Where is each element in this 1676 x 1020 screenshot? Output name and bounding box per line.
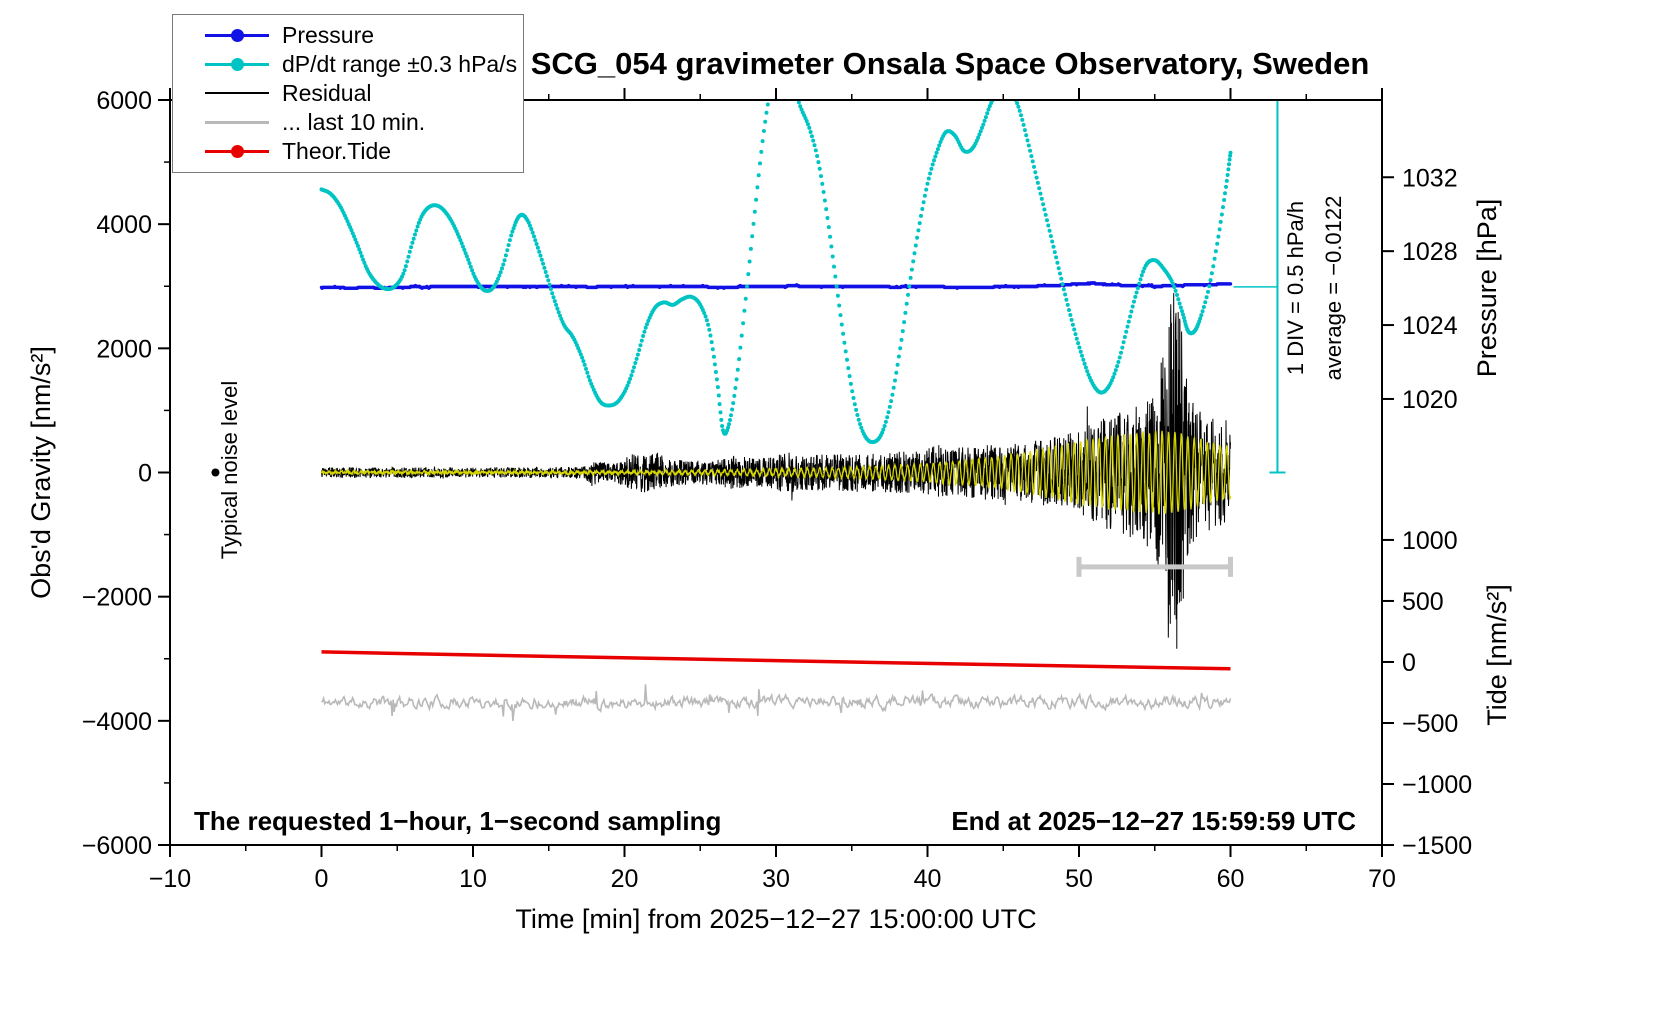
pressure-tick-label: 1028: [1402, 238, 1458, 266]
typical-noise-level-label: Typical noise level: [217, 381, 242, 560]
x-tick-label: 0: [315, 865, 329, 893]
legend-label: ... last 10 min.: [282, 109, 426, 135]
legend-dot-sample: [230, 58, 244, 71]
legend-item: ... last 10 min.: [173, 108, 523, 137]
gravity-tick-label: 4000: [96, 211, 152, 239]
gravity-tick-label: −4000: [82, 708, 152, 736]
legend-label: Residual: [282, 80, 372, 106]
legend-line-sample: [205, 121, 269, 124]
pressure-tick-label: 1020: [1402, 386, 1458, 414]
legend-item: Theor.Tide: [173, 137, 523, 166]
legend-item: Residual: [173, 79, 523, 108]
tide-tick-label: 500: [1402, 588, 1444, 616]
legend-swatch: [205, 79, 269, 108]
x-tick-label: 10: [459, 865, 487, 893]
series-residual-filtered: [320, 430, 1232, 515]
typical-noise-level-dot: [211, 468, 220, 477]
legend-label: dP/dt range ±0.3 hPa/s: [282, 51, 518, 77]
tick-labels: −10 0 10 20 30 40 50 60 70−6000−4000−20000200040…: [82, 87, 1472, 893]
legend-swatch: [205, 21, 269, 50]
chart-title: SCG_054 gravimeter Onsala Space Observat…: [530, 46, 1370, 81]
axis-labels: Obs'd Gravity [nm/s²] Time [min] from 202…: [26, 196, 1512, 934]
gravity-tick-label: −6000: [82, 832, 152, 860]
x-tick-label: 70: [1368, 865, 1396, 893]
pressure-tick-label: 1032: [1402, 164, 1458, 192]
x-tick-label: 40: [914, 865, 942, 893]
legend-item: dP/dt range ±0.3 hPa/s: [173, 50, 523, 79]
pressure-tick-label: 1024: [1402, 312, 1458, 340]
legend-dot-sample: [230, 29, 244, 42]
gravity-tick-label: 6000: [96, 87, 152, 115]
tide-tick-label: 0: [1402, 649, 1416, 677]
tide-tick-label: −500: [1402, 710, 1458, 738]
x-tick-label: 20: [611, 865, 639, 893]
series-theor-tide: [321, 650, 1231, 671]
legend: Pressure dP/dt range ±0.3 hPa/s Residual..…: [172, 14, 524, 173]
uncertainty-bar: [1076, 556, 1233, 577]
legend-swatch: [205, 137, 269, 166]
end-time-note: End at 2025−12−27 15:59:59 UTC: [951, 806, 1356, 836]
plot-area: [319, 99, 1233, 721]
pressure-axis-label: Pressure [hPa]: [1472, 199, 1502, 378]
gravity-tick-label: 0: [138, 460, 152, 488]
x-tick-label: 60: [1217, 865, 1245, 893]
x-axis-label: Time [min] from 2025−12−27 15:00:00 UTC: [515, 904, 1036, 934]
div-scale-label: 1 DIV = 0.5 hPa/h: [1283, 201, 1308, 375]
gravity-tick-label: 2000: [96, 335, 152, 363]
tide-tick-label: −1500: [1402, 832, 1472, 860]
gravity-tick-label: −2000: [82, 584, 152, 612]
tide-axis-label: Tide [nm/s²]: [1482, 584, 1512, 726]
legend-label: Theor.Tide: [282, 138, 392, 164]
sampling-note: The requested 1−hour, 1−second sampling: [194, 806, 722, 836]
x-tick-label: 30: [762, 865, 790, 893]
legend-swatch: [205, 50, 269, 79]
tide-tick-label: −1000: [1402, 771, 1472, 799]
average-label: average = −0.0122: [1321, 196, 1346, 381]
x-tick-label: −10: [149, 865, 191, 893]
dpdt-scale-bar: [1233, 99, 1286, 474]
legend-swatch: [205, 108, 269, 137]
series-pressure: [319, 281, 1233, 291]
series-dp-dt-range-0-3-hpa-s: [319, 99, 1233, 445]
legend-line-sample: [205, 92, 269, 94]
legend-item: Pressure: [173, 21, 523, 50]
series--last-10-min-: [320, 684, 1232, 721]
tide-tick-label: 1000: [1402, 527, 1458, 555]
y-axis-label: Obs'd Gravity [nm/s²]: [26, 346, 56, 599]
legend-label: Pressure: [282, 22, 375, 48]
legend-dot-sample: [230, 145, 244, 158]
x-tick-label: 50: [1065, 865, 1093, 893]
axis-ticks: [158, 88, 1394, 857]
